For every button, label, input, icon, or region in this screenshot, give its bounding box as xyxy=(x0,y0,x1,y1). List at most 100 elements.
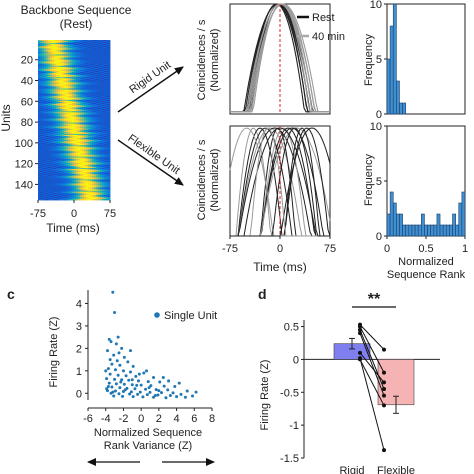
raster-cell xyxy=(98,119,101,121)
raster-cell xyxy=(80,128,83,131)
raster-cell xyxy=(84,60,87,63)
raster-cell xyxy=(108,78,111,80)
raster-cell xyxy=(68,87,71,89)
raster-cell xyxy=(46,128,49,131)
raster-cell xyxy=(72,142,75,144)
raster-cell xyxy=(60,159,63,162)
raster-cell xyxy=(84,114,87,116)
raster-cell xyxy=(80,69,83,72)
raster-cell xyxy=(64,102,67,105)
raster-cell xyxy=(96,102,99,105)
raster-cell xyxy=(46,164,49,167)
raster-cell xyxy=(52,96,55,99)
raster-cell xyxy=(54,155,57,158)
raster-cell xyxy=(88,61,91,64)
raster-cell xyxy=(80,134,83,137)
raster-cell xyxy=(40,45,43,47)
raster-cell xyxy=(80,116,83,118)
raster-cell xyxy=(42,49,45,51)
raster-cell xyxy=(104,142,107,144)
raster-cell xyxy=(52,115,55,117)
raster-cell xyxy=(74,168,77,170)
raster-cell xyxy=(98,105,101,107)
raster-cell xyxy=(80,153,83,155)
raster-cell xyxy=(102,173,105,175)
raster-cell xyxy=(72,166,75,169)
raster-cell xyxy=(98,78,101,80)
raster-cell xyxy=(104,96,107,99)
raster-cell xyxy=(104,115,107,117)
raster-cell xyxy=(106,132,109,135)
raster-cell xyxy=(72,78,75,80)
raster-cell xyxy=(94,59,97,62)
raster-cell xyxy=(102,78,105,80)
raster-cell xyxy=(48,88,51,90)
raster-cell xyxy=(100,128,103,131)
raster-cell xyxy=(100,65,103,68)
raster-cell xyxy=(68,120,71,122)
raster-cell xyxy=(64,154,67,157)
raster-cell xyxy=(84,85,87,87)
raster-cell xyxy=(96,84,99,86)
raster-cell xyxy=(108,159,111,162)
raster-cell xyxy=(58,41,61,43)
raster-cell xyxy=(48,120,51,122)
raster-cell xyxy=(72,178,75,180)
raster-cell xyxy=(98,73,101,75)
raster-cell xyxy=(62,47,65,49)
raster-cell xyxy=(76,69,79,72)
raster-cell xyxy=(90,102,93,105)
raster-cell xyxy=(98,158,101,161)
raster-cell xyxy=(50,62,53,65)
raster-cell xyxy=(38,138,41,140)
raster-cell xyxy=(66,168,69,170)
raster-cell xyxy=(78,141,81,143)
raster-cell xyxy=(74,89,77,91)
raster-cell xyxy=(98,134,101,137)
raster-cell xyxy=(78,84,81,86)
raster-cell xyxy=(76,161,79,164)
raster-cell xyxy=(50,164,53,167)
raster-cell xyxy=(42,104,45,106)
raster-cell xyxy=(104,108,107,110)
raster-cell xyxy=(48,49,51,51)
raster-cell xyxy=(84,58,87,61)
raster-cell xyxy=(104,40,107,42)
raster-cell xyxy=(96,136,99,138)
raster-cell xyxy=(58,76,61,78)
raster-cell xyxy=(100,67,103,70)
raster-cell xyxy=(40,131,43,134)
raster-cell xyxy=(42,82,45,84)
raster-cell xyxy=(56,60,59,63)
raster-cell xyxy=(92,157,95,160)
raster-cell xyxy=(80,64,83,67)
raster-cell xyxy=(108,101,111,104)
raster-cell xyxy=(98,68,101,71)
raster-cell xyxy=(46,178,49,180)
raster-cell xyxy=(86,78,89,80)
raster-cell xyxy=(58,75,61,77)
raster-cell xyxy=(54,76,57,78)
raster-cell xyxy=(80,105,83,107)
raster-cell xyxy=(88,60,91,63)
raster-cell xyxy=(70,150,73,152)
raster-cell xyxy=(48,154,51,157)
raster-cell xyxy=(58,82,61,84)
raster-cell xyxy=(88,55,91,57)
raster-cell xyxy=(50,85,53,87)
raster-cell xyxy=(94,66,97,69)
raster-cell xyxy=(60,120,63,122)
raster-cell xyxy=(38,155,41,158)
raster-cell xyxy=(72,52,75,54)
raster-cell xyxy=(92,134,95,137)
raster-cell xyxy=(76,63,79,66)
raster-cell xyxy=(88,181,91,183)
raster-cell xyxy=(54,59,57,62)
raster-cell xyxy=(42,147,45,149)
raster-cell xyxy=(88,84,91,86)
raster-cell xyxy=(98,91,101,94)
raster-cell xyxy=(104,162,107,165)
raster-cell xyxy=(38,51,41,53)
raster-cell xyxy=(108,44,111,46)
raster-cell xyxy=(84,54,87,56)
